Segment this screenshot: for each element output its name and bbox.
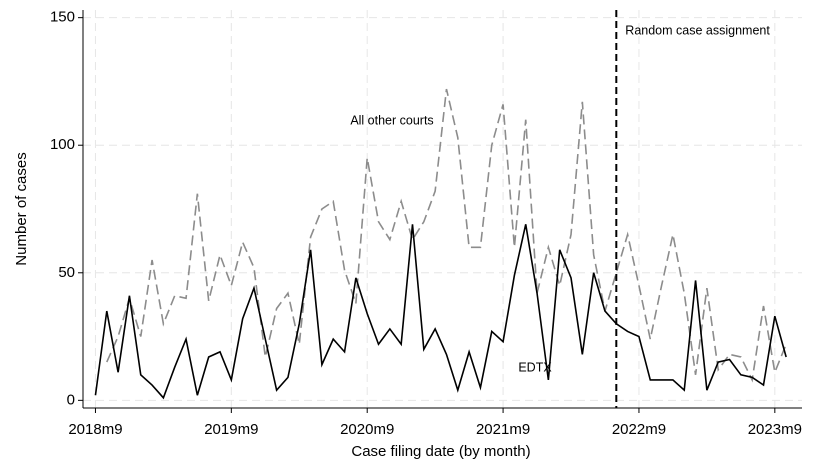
series-label: EDTX <box>518 360 552 374</box>
annotation: Random case assignment <box>625 23 770 37</box>
x-axis-label: Case filing date (by month) <box>351 443 530 460</box>
x-tick-label: 2018m9 <box>68 421 122 438</box>
y-axis-label: Number of cases <box>13 152 30 265</box>
series-line <box>94 224 787 400</box>
series-label: All other courts <box>350 113 433 127</box>
y-tick-label: 0 <box>67 391 75 408</box>
y-tick-label: 100 <box>50 136 75 153</box>
series-line <box>106 88 787 383</box>
x-tick-label: 2023m9 <box>748 421 802 438</box>
x-tick-label: 2021m9 <box>476 421 530 438</box>
x-tick-label: 2020m9 <box>340 421 394 438</box>
x-tick-label: 2022m9 <box>612 421 666 438</box>
y-tick-label: 50 <box>58 264 75 281</box>
y-tick-label: 150 <box>50 9 75 26</box>
x-tick-label: 2019m9 <box>204 421 258 438</box>
